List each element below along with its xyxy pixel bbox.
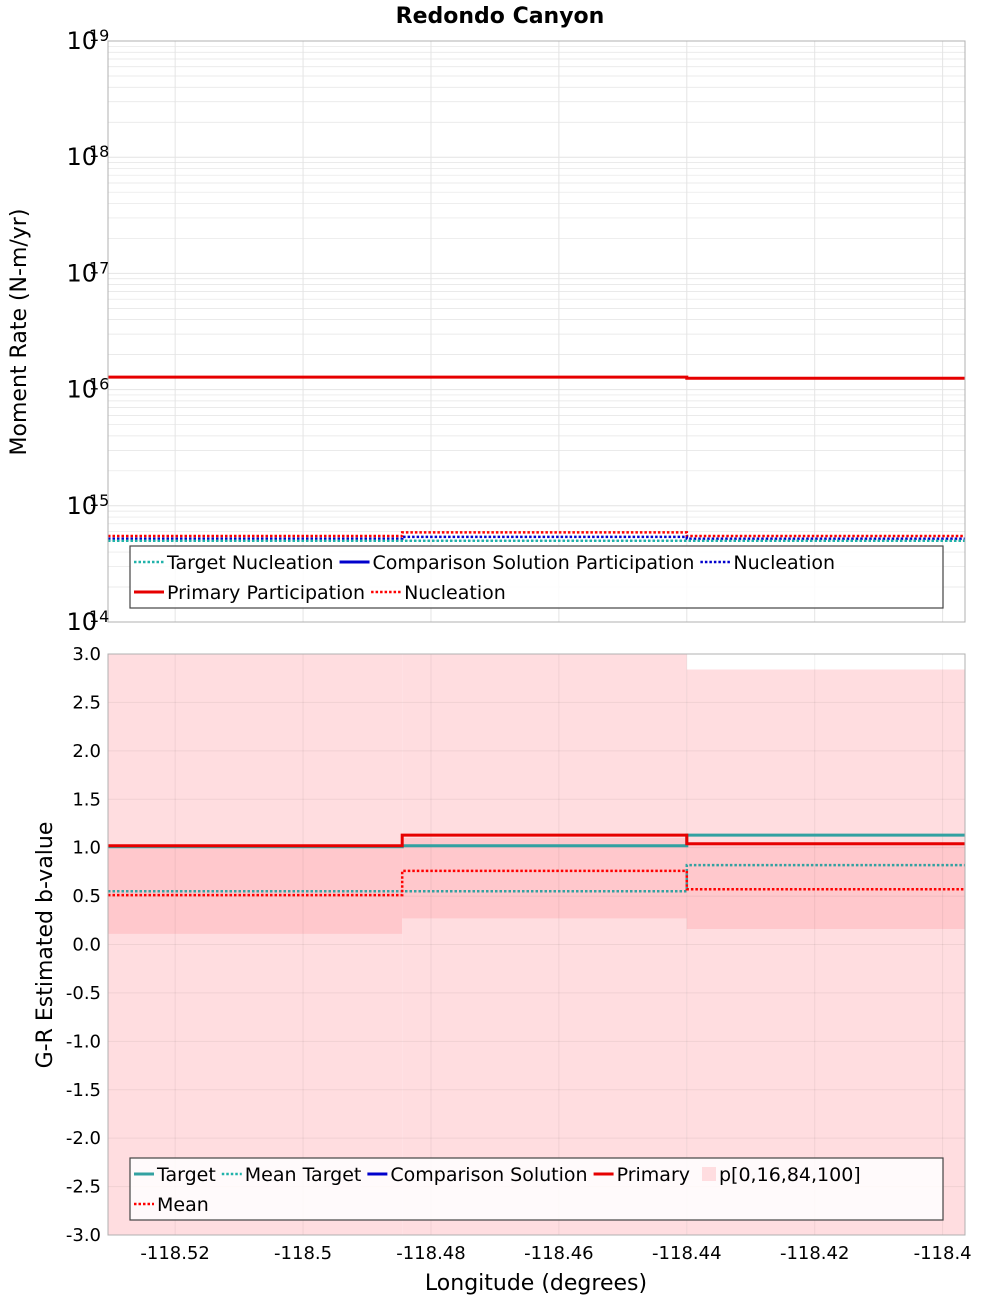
legend-box — [129, 545, 944, 609]
series-line-mean — [108, 869, 965, 897]
legend-swatch — [702, 1167, 716, 1181]
b-value-x-ticks: -118.52 -118.5 -118.48 -118.46 -118.44 -118.4… — [140, 1243, 971, 1264]
b-value-panel: 3.0 2.5 2.0 1.5 1.0 0.5 0.0 -0.5 -1.0 -1.5 -2.0 -2.… — [33, 644, 972, 1296]
y-tick-label: -2.0 — [66, 1128, 101, 1149]
y-tick-label: 10 — [66, 27, 97, 55]
legend-label: Mean Target — [245, 1164, 362, 1186]
y-tick-label: 10 — [66, 259, 97, 287]
legend-label: Comparison Solution Participation — [373, 552, 695, 574]
band-p0-p100 — [686, 669, 965, 1235]
x-tick-label: -118.44 — [652, 1243, 721, 1264]
series-line-primary_participation — [108, 375, 965, 380]
x-axis-title: Longitude (degrees) — [425, 1271, 647, 1296]
y-tick-label: 10 — [66, 492, 97, 520]
moment-rate-grid — [108, 41, 965, 623]
series-line-primary — [108, 833, 965, 848]
y-tick-exponent: 14 — [89, 607, 109, 626]
band-p0-p100 — [402, 654, 687, 1235]
legend-label: Nucleation — [404, 582, 506, 604]
series-line-mean_target — [108, 863, 965, 893]
band-p16-p84 — [108, 848, 403, 934]
y-tick-label: -1.5 — [66, 1080, 101, 1101]
series-line-comparison_nucleation — [108, 535, 965, 541]
y-tick-label: 10 — [66, 143, 97, 171]
y-tick-exponent: 15 — [89, 491, 109, 510]
moment-rate-plot-frame — [107, 40, 966, 623]
legend-label: Target Nucleation — [166, 552, 334, 574]
b-value-series — [108, 833, 965, 897]
b-value-plot-frame — [107, 653, 966, 1236]
x-tick-label: -118.46 — [524, 1243, 593, 1264]
b-value-percentile-bands — [108, 654, 965, 1235]
legend-label: Target — [156, 1164, 216, 1186]
band-p16-p84 — [686, 844, 965, 930]
y-tick-label: 0.5 — [72, 886, 101, 907]
band-p16-p84 — [402, 837, 687, 919]
moment-rate-y-axis-title: Moment Rate (N-m/yr) — [7, 209, 32, 456]
b-value-y-ticks: 3.0 2.5 2.0 1.5 1.0 0.5 0.0 -0.5 -1.0 -1.5 -2.0 -2.… — [66, 644, 101, 1246]
y-tick-label: -2.5 — [66, 1177, 101, 1198]
y-tick-label: 1.5 — [72, 789, 101, 810]
legend-label: p[0,16,84,100] — [719, 1164, 861, 1186]
legend-label: Primary — [617, 1164, 690, 1186]
b-value-y-axis-title: G-R Estimated b-value — [33, 822, 58, 1069]
x-tick-label: -118.5 — [274, 1243, 332, 1264]
y-tick-label: 10 — [66, 608, 97, 636]
y-tick-label: -1.0 — [66, 1031, 101, 1052]
chart-title: Redondo Canyon — [396, 4, 605, 29]
y-tick-exponent: 18 — [89, 142, 109, 161]
y-tick-label: 2.0 — [72, 741, 101, 762]
series-line-primary_nucleation — [108, 531, 965, 538]
y-tick-exponent: 17 — [89, 258, 109, 277]
x-tick-label: -118.52 — [140, 1243, 209, 1264]
legend-label: Nucleation — [733, 552, 835, 574]
legend-label: Mean — [157, 1194, 209, 1216]
y-tick-label: -0.5 — [66, 983, 101, 1004]
y-tick-label: 0.0 — [72, 935, 101, 956]
y-tick-label: 1.0 — [72, 838, 101, 859]
y-tick-label: -3.0 — [66, 1225, 101, 1246]
y-tick-exponent: 16 — [89, 375, 109, 394]
moment-rate-series — [108, 375, 965, 543]
legend-label: Comparison Solution — [390, 1164, 587, 1186]
y-tick-exponent: 19 — [89, 26, 109, 45]
y-tick-label: 2.5 — [72, 692, 101, 713]
x-tick-label: -118.42 — [780, 1243, 849, 1264]
moment-rate-legend: Target Nucleation Comparison Solution Par… — [129, 545, 944, 609]
y-tick-label: 10 — [66, 376, 97, 404]
legend-label: Primary Participation — [167, 582, 365, 604]
legend-box — [129, 1157, 944, 1221]
band-p0-p100 — [108, 654, 403, 1235]
x-tick-label: -118.4 — [914, 1243, 972, 1264]
y-tick-label: 3.0 — [72, 644, 101, 665]
b-value-legend: Target Mean Target Comparison Solution Prim… — [129, 1157, 944, 1221]
x-tick-label: -118.48 — [396, 1243, 465, 1264]
